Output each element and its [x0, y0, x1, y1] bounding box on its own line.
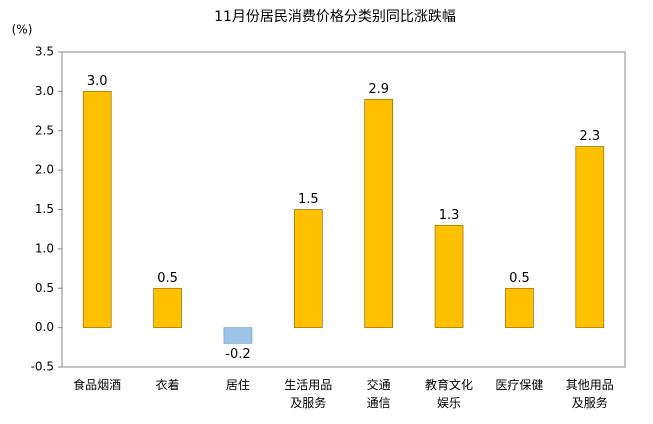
value-label: 2.9 [368, 82, 389, 97]
y-tick-label: 1.5 [35, 202, 54, 216]
x-tick-label: 居住 [226, 378, 250, 392]
plot-area [61, 51, 626, 368]
y-tick-label: 0.0 [35, 320, 54, 334]
y-tick-label: 2.0 [35, 163, 54, 177]
y-unit: (%) [12, 23, 33, 37]
bar [364, 98, 393, 328]
bar [434, 224, 464, 328]
value-label: 0.5 [157, 271, 178, 286]
x-tick-label: 食品烟酒 [73, 377, 121, 392]
bar [505, 287, 534, 328]
chart-title: 11月份居民消费价格分类别同比涨跌幅 [214, 9, 456, 25]
bar [294, 209, 323, 328]
x-tick-label: 交通通信 [367, 377, 391, 410]
y-tick-label: 1.0 [35, 241, 54, 255]
x-tick-label: 衣着 [156, 377, 180, 392]
x-tick-label: 生活用品及服务 [284, 378, 332, 410]
y-tick-label: 0.5 [35, 281, 54, 295]
x-tick-label: 医疗保健 [495, 378, 543, 392]
x-tick-label: 其他用品及服务 [566, 378, 614, 410]
bar [223, 327, 253, 344]
y-tick-label: 3.5 [35, 45, 54, 59]
value-label: 3.0 [87, 74, 108, 89]
bar [82, 91, 112, 328]
value-label: 1.5 [298, 192, 319, 207]
y-tick-label: -0.5 [31, 360, 54, 374]
y-tick-label: 3.0 [35, 84, 54, 98]
value-label: 0.5 [509, 271, 530, 286]
bar [575, 146, 605, 328]
x-tick-label: 教育文化娱乐 [425, 377, 473, 410]
value-label: 2.3 [579, 129, 600, 144]
value-label: 1.3 [439, 208, 460, 223]
bar [153, 287, 182, 328]
y-tick-label: 2.5 [35, 123, 54, 137]
value-label: -0.2 [225, 347, 250, 362]
